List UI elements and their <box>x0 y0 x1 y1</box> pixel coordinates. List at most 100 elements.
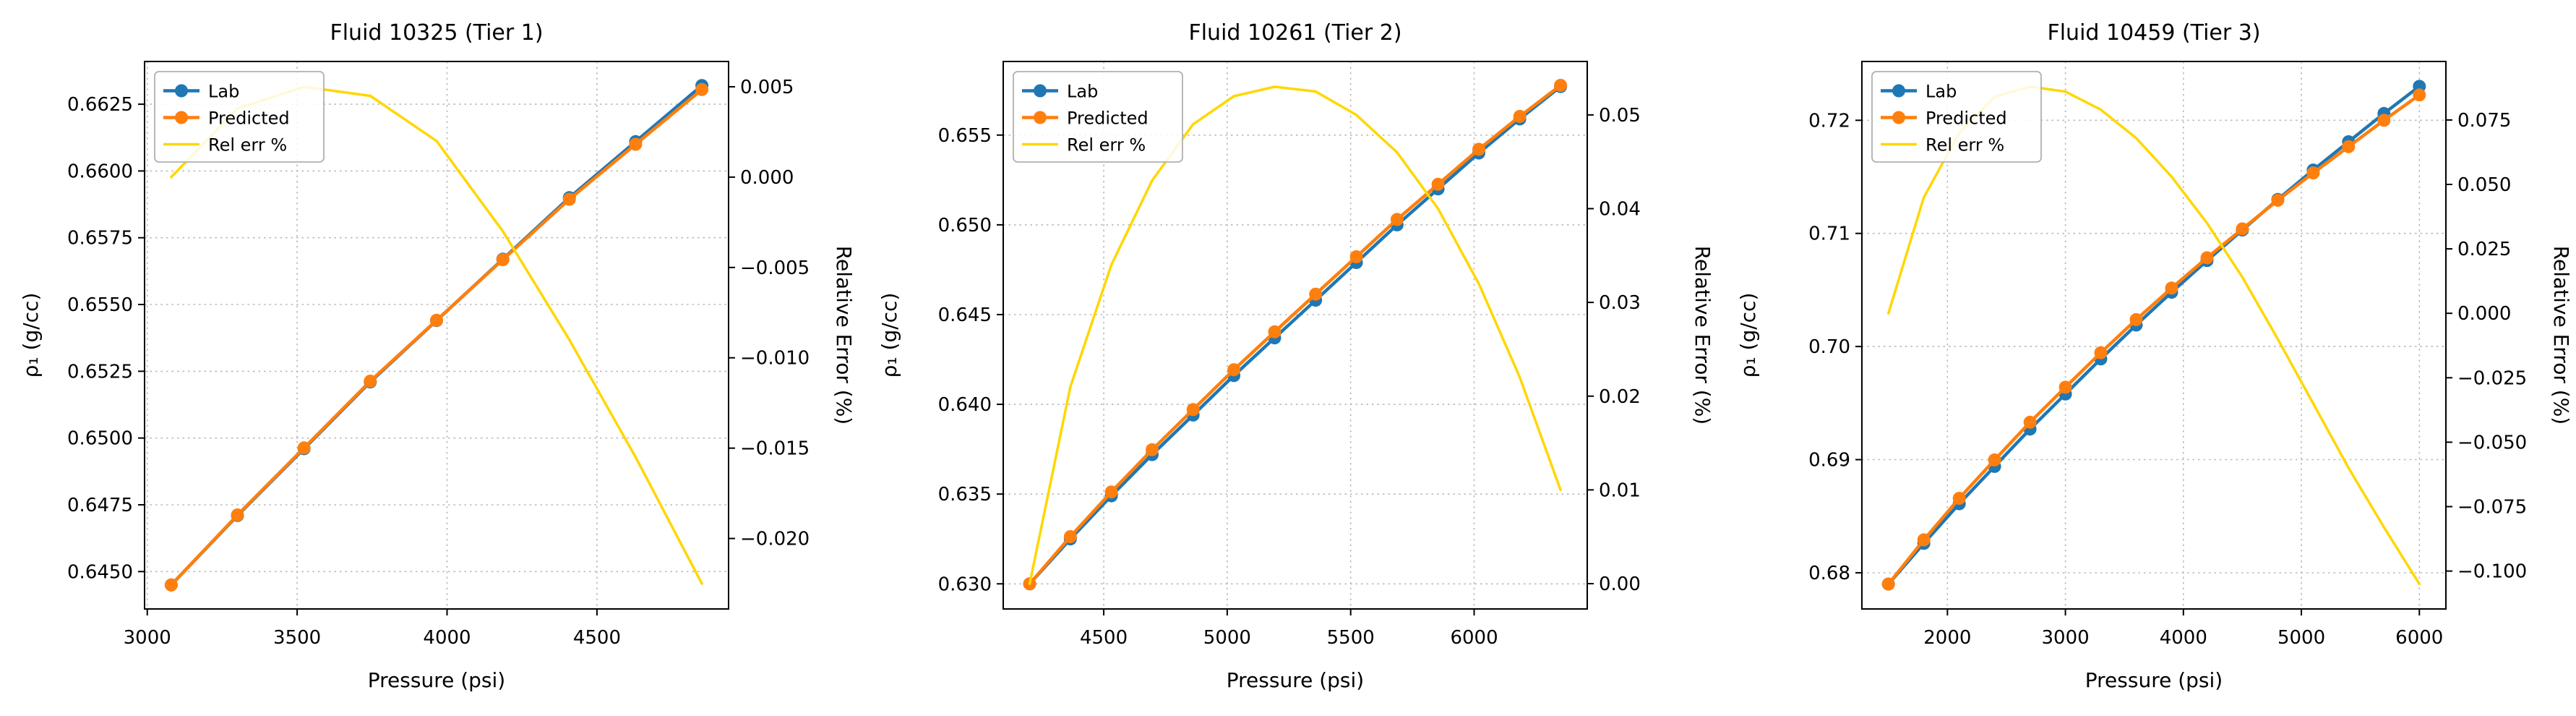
chart-title: Fluid 10459 (Tier 3) <box>2047 20 2260 46</box>
y-left-tick-label: 0.6550 <box>67 294 133 316</box>
y-left-tick-label: 0.72 <box>1808 110 1850 132</box>
series-line-lab <box>1028 85 1563 586</box>
y-axis-right-label: Relative Error (%) <box>832 246 856 425</box>
x-axis-label: Pressure (psi) <box>1227 668 1364 692</box>
y-right-tick-label: 0.01 <box>1599 480 1641 501</box>
y-left-tick-label: 0.635 <box>938 484 992 506</box>
y-left-tick-label: 0.6450 <box>67 561 133 583</box>
legend-marker-predicted <box>1034 111 1047 124</box>
x-tick-label: 4000 <box>423 627 471 649</box>
y-right-tick-label: 0.02 <box>1599 386 1641 408</box>
y-left-tick-label: 0.6525 <box>67 361 133 383</box>
y-right-tick-label: −0.015 <box>740 438 810 460</box>
subplot-fluid-10261-tier-2: 4500 5000 5500 6000 0.630 0.635 0.640 0.645 0.65… <box>859 0 1717 716</box>
y-right-tick-label: 0.000 <box>2457 303 2511 325</box>
legend-marker-lab <box>175 84 188 98</box>
plot-border <box>1003 61 1588 610</box>
legend-label-rel-err: Rel err % <box>1925 135 2004 155</box>
y-right-tick-label: −0.075 <box>2457 497 2527 519</box>
y-left-tick-label: 0.6575 <box>67 228 133 250</box>
y-right-tick-label: −0.100 <box>2457 561 2527 583</box>
y-right-tick-label: −0.020 <box>740 529 810 550</box>
y-axis-right-label: Relative Error (%) <box>2549 246 2573 425</box>
chart-title: Fluid 10325 (Tier 1) <box>330 20 543 46</box>
y-left-tick-label: 0.655 <box>938 125 992 147</box>
y-right-tick-label: 0.00 <box>1599 574 1641 595</box>
gridlines <box>145 61 729 609</box>
x-tick-label: 2000 <box>1923 627 1971 649</box>
x-tick-label: 5500 <box>1327 627 1375 649</box>
legend-label-lab: Lab <box>1067 82 1098 102</box>
legend-label-rel-err: Rel err % <box>1067 135 1146 155</box>
legend-label-lab: Lab <box>208 82 239 102</box>
y-right-tick-label: −0.050 <box>2457 432 2527 453</box>
legend-label-lab: Lab <box>1925 82 1957 102</box>
y-right-tick-label: −0.025 <box>2457 367 2527 389</box>
y-left-tick-label: 0.650 <box>938 215 992 236</box>
legend-marker-predicted <box>1892 111 1905 124</box>
y-right-tick-label: 0.050 <box>2457 174 2511 196</box>
y-axis-left-label: ρ₁ (g/cc) <box>877 293 901 378</box>
y-axis-left-label: ρ₁ (g/cc) <box>19 293 43 378</box>
legend-marker-predicted <box>175 111 188 124</box>
tick-marks <box>138 85 735 615</box>
x-tick-label: 4500 <box>573 627 621 649</box>
tick-marks <box>1855 119 2452 615</box>
y-right-tick-label: −0.010 <box>740 348 810 370</box>
series-line-rel-err <box>1028 85 1562 585</box>
y-left-tick-label: 0.6625 <box>67 94 133 116</box>
series-markers-predicted <box>1881 88 2426 591</box>
subplot-fluid-10325-tier-1: 3000 3500 4000 4500 0.6450 0.6475 0.6500 0.6525… <box>0 0 859 716</box>
legend: Lab Predicted Rel err % <box>154 71 325 163</box>
subplot-fluid-10459-tier-3: 2000 3000 4000 5000 6000 0.68 0.69 0.70 0.71 0.72… <box>1717 0 2576 716</box>
y-left-tick-label: 0.640 <box>938 394 992 416</box>
y-right-tick-label: 0.000 <box>740 167 794 189</box>
legend-label-predicted: Predicted <box>1067 108 1149 129</box>
chart-title: Fluid 10261 (Tier 2) <box>1188 20 1401 46</box>
y-axis-right-label: Relative Error (%) <box>1691 246 1714 425</box>
legend-label-predicted: Predicted <box>1925 108 2007 129</box>
y-right-tick-label: 0.04 <box>1599 199 1641 221</box>
y-left-tick-label: 0.630 <box>938 574 992 595</box>
x-tick-label: 6000 <box>2395 627 2443 649</box>
y-right-tick-label: 0.075 <box>2457 110 2511 132</box>
legend-box <box>1871 71 2042 163</box>
y-left-tick-label: 0.6475 <box>67 495 133 516</box>
y-axis-left-label: ρ₁ (g/cc) <box>1736 293 1760 378</box>
plot-border <box>1861 61 2447 610</box>
series-line-lab <box>1886 85 2421 586</box>
chart-canvas: 3000 3500 4000 4500 0.6450 0.6475 0.6500 0.6525… <box>19 20 856 692</box>
legend-box <box>154 71 325 163</box>
y-right-tick-label: 0.05 <box>1599 105 1641 127</box>
plot-border <box>144 61 729 610</box>
x-tick-label: 4000 <box>2160 627 2207 649</box>
tick-marks <box>997 114 1594 615</box>
series-line-predicted <box>1028 83 1563 586</box>
x-tick-label: 6000 <box>1450 627 1498 649</box>
legend-marker-lab <box>1892 84 1905 98</box>
x-tick-label: 3000 <box>2041 627 2089 649</box>
series-markers-predicted <box>164 82 709 592</box>
legend: Lab Predicted Rel err % <box>1013 71 1183 163</box>
x-tick-label: 3500 <box>273 627 321 649</box>
x-tick-label: 4500 <box>1080 627 1128 649</box>
x-tick-label: 5000 <box>2277 627 2325 649</box>
y-left-tick-label: 0.645 <box>938 304 992 326</box>
legend-box <box>1013 71 1183 163</box>
chart-canvas: 2000 3000 4000 5000 6000 0.68 0.69 0.70 0.71 0.72… <box>1736 20 2573 692</box>
x-tick-label: 3000 <box>124 627 171 649</box>
series-line-predicted <box>169 88 704 587</box>
y-left-tick-label: 0.68 <box>1808 563 1850 584</box>
y-left-tick-label: 0.70 <box>1808 336 1850 358</box>
y-left-tick-label: 0.69 <box>1808 450 1850 472</box>
legend-label-predicted: Predicted <box>208 108 290 129</box>
gridlines <box>1003 61 1587 609</box>
y-right-tick-label: 0.005 <box>740 77 794 98</box>
x-axis-label: Pressure (psi) <box>368 668 505 692</box>
x-axis-label: Pressure (psi) <box>2085 668 2223 692</box>
series-line-predicted <box>1886 93 2421 586</box>
y-left-tick-label: 0.6600 <box>67 161 133 182</box>
series-markers-predicted <box>1023 79 1568 591</box>
legend-marker-lab <box>1034 84 1047 98</box>
